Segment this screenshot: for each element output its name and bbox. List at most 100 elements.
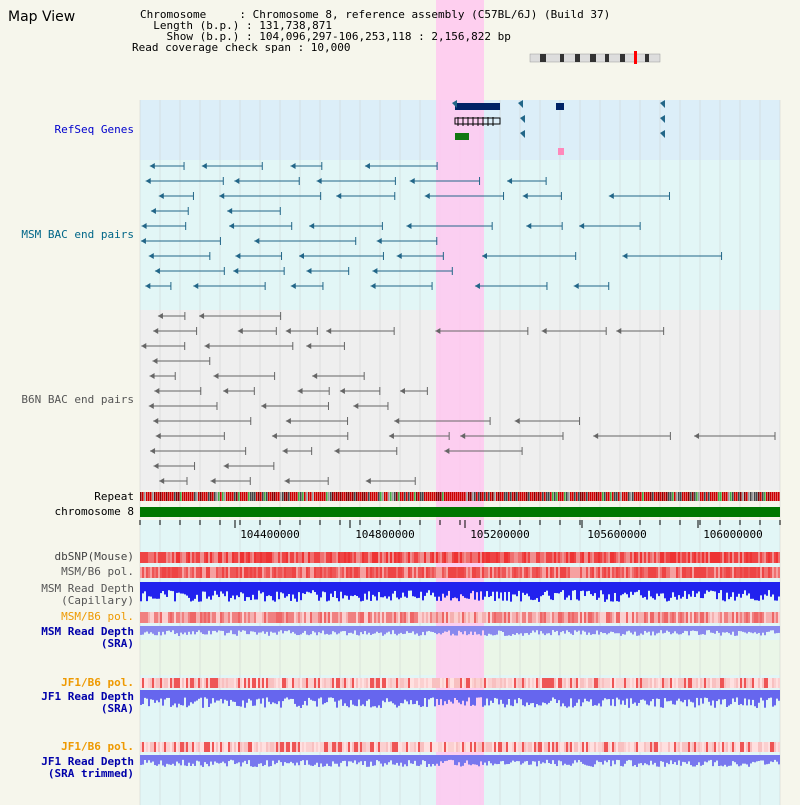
chromosome-bar (140, 507, 780, 517)
depth-bar (212, 690, 214, 699)
heat-cell (518, 552, 520, 563)
heat-cell (590, 678, 592, 688)
heat-cell (144, 678, 146, 688)
heat-cell (400, 612, 402, 623)
heat-cell (270, 742, 272, 752)
heat-cell (602, 552, 604, 563)
depth-bar (408, 755, 410, 761)
heat-cell (714, 742, 716, 752)
heat-cell (338, 678, 340, 688)
depth-bar (488, 755, 490, 762)
repeat-element (174, 492, 176, 501)
heat-cell (154, 552, 156, 563)
bac-end (148, 253, 154, 259)
heat-cell (502, 567, 504, 578)
depth-bar (758, 755, 760, 761)
repeat-element (542, 492, 544, 501)
depth-bar (508, 626, 510, 636)
repeat-element (704, 492, 706, 501)
heat-cell (412, 612, 414, 623)
repeat-element (462, 492, 464, 501)
heat-cell (386, 678, 388, 688)
heat-cell (712, 678, 714, 688)
depth-bar (566, 626, 568, 631)
heat-cell (366, 567, 368, 578)
heat-cell (358, 678, 360, 688)
repeat-element (622, 492, 624, 501)
length-line: Length (b.p.) : 131,738,871 (140, 19, 333, 32)
depth-bar (448, 582, 450, 591)
heat-cell (708, 612, 710, 623)
heat-cell (258, 567, 260, 578)
depth-bar (584, 626, 586, 632)
heat-cell (602, 678, 604, 688)
heat-cell (416, 552, 418, 563)
repeat-element (736, 492, 738, 501)
heat-cell (240, 612, 242, 623)
heat-cell (320, 678, 322, 688)
heat-cell (454, 742, 456, 752)
heat-cell (346, 678, 348, 688)
heat-cell (476, 742, 478, 752)
heat-cell (422, 742, 424, 752)
depth-bar (256, 582, 258, 600)
heat-cell (692, 678, 694, 688)
depth-bar (416, 755, 418, 766)
heat-cell (478, 552, 480, 563)
depth-bar (488, 626, 490, 634)
depth-bar (526, 582, 528, 594)
heat-cell (420, 612, 422, 623)
repeat-element (362, 492, 364, 501)
heat-cell (424, 552, 426, 563)
heat-cell (520, 678, 522, 688)
heat-cell (174, 552, 176, 563)
heat-cell (704, 567, 706, 578)
heat-cell (718, 567, 720, 578)
depth-bar (712, 690, 714, 701)
heat-cell (438, 552, 440, 563)
depth-bar (290, 690, 292, 699)
repeat-element (592, 492, 594, 501)
repeat-element (300, 492, 302, 501)
depth-bar (450, 690, 452, 702)
heat-cell (166, 678, 168, 688)
depth-bar (472, 755, 474, 765)
depth-bar (748, 582, 750, 594)
heat-cell (708, 678, 710, 688)
heat-cell (642, 612, 644, 623)
repeat-element (464, 492, 466, 501)
repeat-element (752, 492, 754, 501)
heat-cell (588, 612, 590, 623)
heat-cell (710, 567, 712, 578)
repeat-element (190, 492, 192, 501)
repeat-element (508, 492, 510, 501)
heat-cell (480, 552, 482, 563)
depth-bar (620, 690, 622, 705)
depth-bar (378, 690, 380, 706)
depth-bar (354, 582, 356, 596)
depth-bar (698, 626, 700, 635)
heat-cell (736, 678, 738, 688)
depth-bar (210, 582, 212, 600)
chromosome-info: Chromosome : Chromosome 8, reference ass… (132, 9, 610, 53)
depth-bar (520, 755, 522, 765)
heat-cell (752, 552, 754, 563)
bac-end (199, 313, 205, 319)
depth-bar (178, 690, 180, 704)
depth-bar (738, 690, 740, 705)
heat-cell (714, 552, 716, 563)
depth-bar (420, 690, 422, 707)
heat-cell (374, 567, 376, 578)
depth-bar (414, 626, 416, 635)
heat-cell (200, 678, 202, 688)
repeat-element (602, 492, 604, 501)
depth-bar (206, 626, 208, 635)
heat-cell (670, 678, 672, 688)
heat-cell (568, 742, 570, 752)
depth-bar (744, 582, 746, 591)
repeat-element (672, 492, 674, 501)
heat-cell (144, 742, 146, 752)
depth-bar (710, 582, 712, 591)
depth-bar (636, 626, 638, 636)
